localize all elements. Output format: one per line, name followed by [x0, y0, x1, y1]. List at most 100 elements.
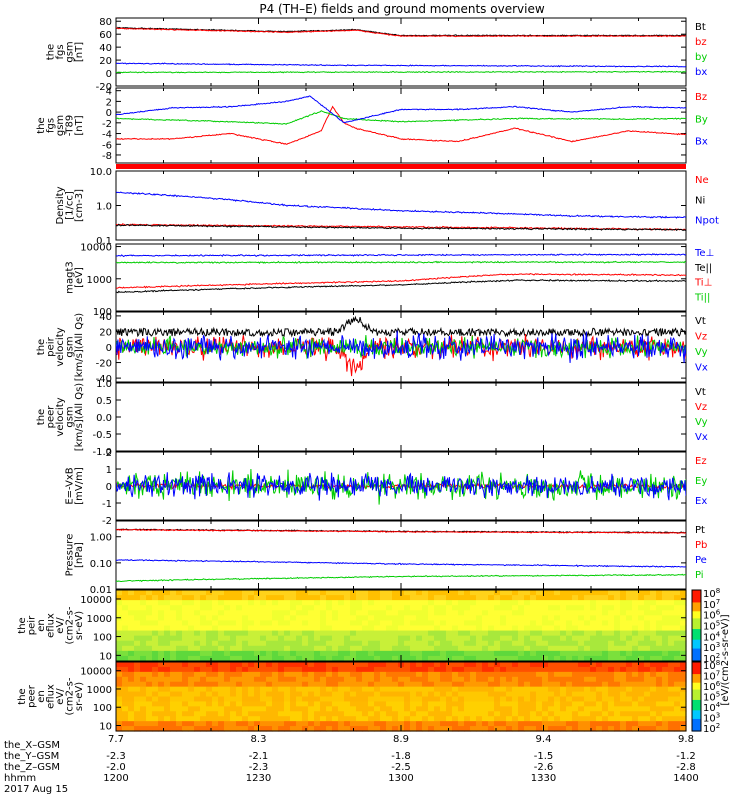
heatmap-cell: [152, 716, 159, 722]
heatmap-cell: [296, 721, 303, 727]
heatmap-cell: [488, 640, 495, 647]
heatmap-cell: [224, 645, 231, 652]
heatmap-cell: [518, 662, 525, 668]
orbit-axis: the_X–GSMthe_Y–GSMthe_Z–GSMhhmm7.7-2.3-2…: [4, 734, 699, 795]
heatmap-cell: [272, 721, 279, 727]
heatmap-cell: [596, 671, 603, 678]
colorbar-cell: [692, 668, 701, 672]
heatmap-cell: [434, 620, 441, 627]
heatmap-cell: [668, 671, 675, 678]
heatmap-cell: [434, 686, 441, 693]
heatmap-cell: [152, 696, 159, 703]
heatmap-cell: [452, 655, 459, 662]
heatmap-cell: [146, 716, 153, 722]
heatmap-cell: [608, 706, 615, 712]
heatmap-cell: [182, 590, 189, 596]
heatmap-cell: [404, 662, 411, 668]
heatmap-cell: [152, 600, 159, 606]
heatmap-cell: [422, 630, 429, 637]
heatmap-cell: [224, 701, 231, 707]
heatmap-cell: [356, 716, 363, 722]
heatmap-cell: [134, 706, 141, 712]
heatmap-cell: [494, 650, 501, 657]
colorbar-cell: [692, 667, 701, 670]
heatmap-cell: [440, 706, 447, 712]
heatmap-cell: [134, 701, 141, 707]
heatmap-cell: [146, 711, 153, 717]
heatmap-cell: [224, 590, 231, 596]
heatmap-cell: [374, 681, 381, 688]
heatmap-cell: [182, 726, 189, 732]
heatmap-cell: [368, 691, 375, 698]
heatmap-cell: [500, 595, 507, 601]
heatmap-cell: [524, 635, 531, 642]
heatmap-cell: [656, 662, 663, 668]
heatmap-cell: [122, 686, 129, 693]
heatmap-cell: [428, 640, 435, 647]
heatmap-cell: [500, 691, 507, 698]
heatmap-cell: [386, 655, 393, 662]
heatmap-cell: [122, 630, 129, 637]
heatmap-cell: [350, 681, 357, 688]
heatmap-cell: [236, 696, 243, 703]
heatmap-cell: [584, 625, 591, 632]
heatmap-cell: [182, 721, 189, 727]
heatmap-cell: [512, 681, 519, 688]
heatmap-cell: [170, 630, 177, 637]
heatmap-cell: [422, 645, 429, 652]
heatmap-cell: [476, 696, 483, 703]
heatmap-cell: [116, 662, 123, 668]
heatmap-cell: [560, 681, 567, 688]
heatmap-cell: [212, 681, 219, 688]
heatmap-cell: [308, 595, 315, 601]
heatmap-cell: [410, 662, 417, 668]
heatmap-cell: [386, 701, 393, 707]
heatmap-cell: [332, 610, 339, 616]
y-axis-label: Density: [55, 186, 66, 224]
heatmap-cell: [248, 666, 255, 673]
heatmap-cell: [572, 676, 579, 683]
heatmap-cell: [194, 640, 201, 647]
heatmap-cell: [194, 600, 201, 606]
heatmap-cell: [470, 681, 477, 688]
heatmap-cell: [416, 716, 423, 722]
heatmap-cell: [476, 590, 483, 596]
heatmap-cell: [164, 635, 171, 642]
heatmap-cell: [356, 630, 363, 637]
heatmap-cell: [200, 681, 207, 688]
heatmap-cell: [332, 726, 339, 732]
heatmap-cell: [500, 666, 507, 673]
heatmap-cell: [308, 666, 315, 673]
heatmap-cell: [560, 590, 567, 596]
heatmap-cell: [296, 625, 303, 632]
heatmap-cell: [512, 655, 519, 662]
heatmap-cell: [374, 600, 381, 606]
heatmap-cell: [626, 711, 633, 717]
heatmap-cell: [194, 666, 201, 673]
heatmap-cell: [236, 645, 243, 652]
heatmap-cell: [566, 605, 573, 611]
heatmap-cell: [320, 662, 327, 668]
heatmap-cell: [410, 696, 417, 703]
heatmap-cell: [242, 590, 249, 596]
heatmap-cell: [128, 635, 135, 642]
colorbar-cell: [692, 713, 701, 717]
heatmap-cell: [116, 726, 123, 732]
heatmap-cell: [656, 666, 663, 673]
heatmap-cell: [362, 600, 369, 606]
heatmap-cell: [176, 681, 183, 688]
heatmap-cell: [560, 655, 567, 662]
heatmap-cell: [164, 620, 171, 627]
heatmap-cell: [212, 655, 219, 662]
heatmap-cell: [362, 676, 369, 683]
heatmap-cell: [428, 635, 435, 642]
heatmap-cell: [524, 590, 531, 596]
y-tick-label: -4: [102, 130, 112, 141]
heatmap-cell: [614, 645, 621, 652]
heatmap-cell: [260, 696, 267, 703]
heatmap-cell: [410, 590, 417, 596]
series-line-Vx: [116, 330, 686, 364]
heatmap-cell: [314, 676, 321, 683]
heatmap-cell: [218, 590, 225, 596]
